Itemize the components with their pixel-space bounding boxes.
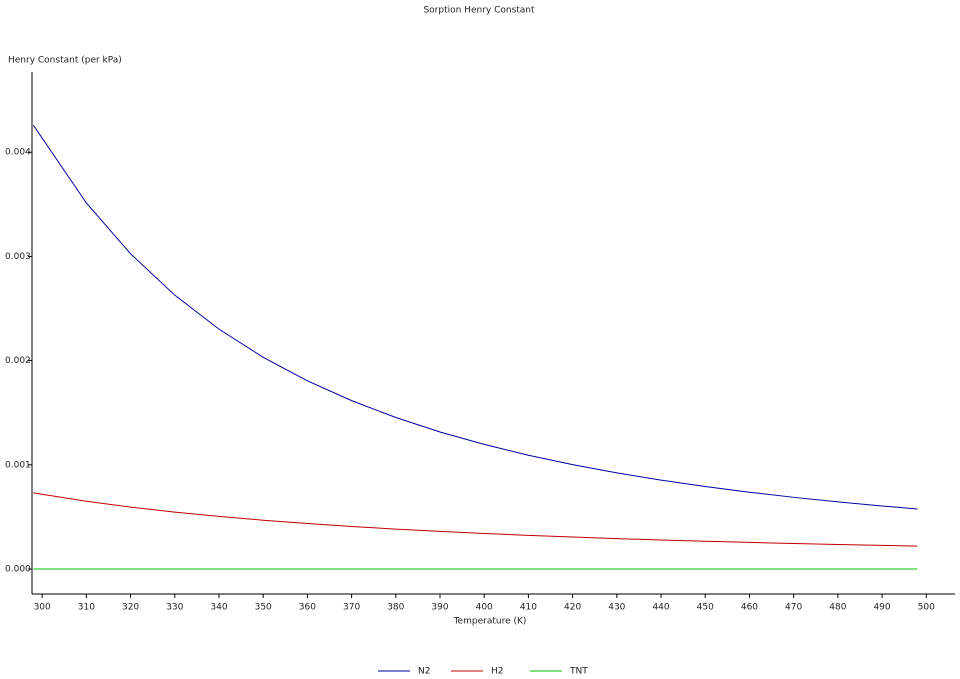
x-tick-label: 470 (785, 603, 802, 613)
x-tick-label: 490 (873, 603, 890, 613)
x-tick-label: 370 (343, 603, 360, 613)
legend-label: TNT (569, 667, 588, 677)
x-tick-label: 460 (741, 603, 758, 613)
series-line (32, 124, 918, 510)
x-tick-label: 400 (476, 603, 493, 613)
x-tick-label: 350 (255, 603, 272, 613)
y-tick-label: 0.000 (5, 564, 31, 574)
x-tick-label: 450 (697, 603, 714, 613)
legend-label: N2 (418, 667, 430, 677)
x-tick-label: 420 (564, 603, 581, 613)
x-tick-label: 480 (829, 603, 846, 613)
y-tick-label: 0.003 (5, 252, 31, 262)
legend-label: H2 (491, 667, 504, 677)
x-tick-label: 380 (387, 603, 404, 613)
x-tick-label: 320 (122, 603, 139, 613)
x-tick-label: 440 (652, 603, 669, 613)
x-tick-label: 500 (918, 603, 935, 613)
x-tick-label: 390 (431, 603, 448, 613)
y-tick-label: 0.002 (5, 356, 31, 366)
x-tick-label: 300 (34, 603, 51, 613)
x-tick-label: 340 (210, 603, 227, 613)
x-tick-label: 430 (608, 603, 625, 613)
chart-title: Sorption Henry Constant (423, 6, 535, 16)
x-tick-label: 330 (166, 603, 183, 613)
y-axis-title: Henry Constant (per kPa) (8, 56, 122, 66)
x-tick-label: 310 (78, 603, 95, 613)
y-tick-label: 0.004 (5, 148, 31, 158)
x-tick-label: 410 (520, 603, 537, 613)
x-tick-label: 360 (299, 603, 316, 613)
x-axis-title: Temperature (K) (453, 617, 527, 627)
y-tick-label: 0.001 (5, 460, 31, 470)
series-line (33, 492, 918, 547)
